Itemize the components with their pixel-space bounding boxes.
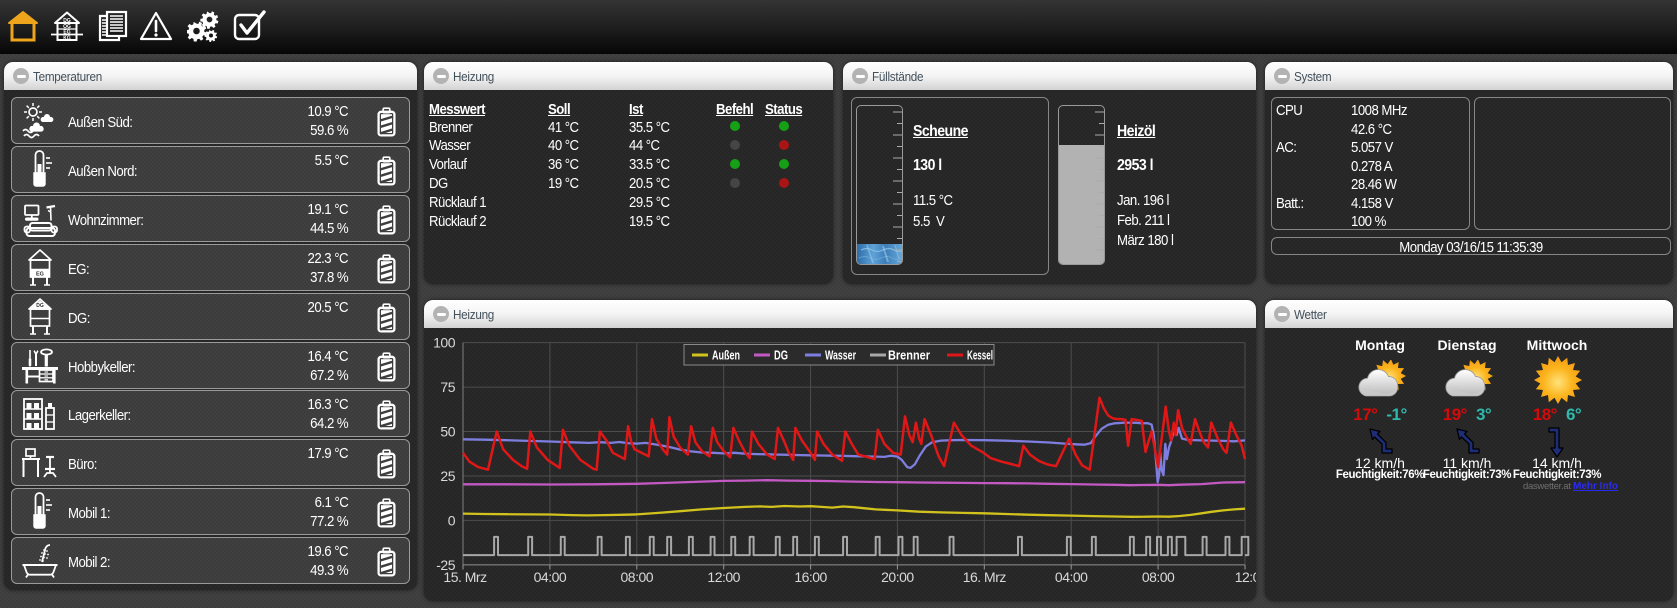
svg-text:20:00: 20:00 xyxy=(881,569,914,585)
svg-text:EG: EG xyxy=(63,30,70,36)
svg-text:EG: EG xyxy=(36,271,44,277)
svg-text:0: 0 xyxy=(448,512,456,528)
svg-text:08:00: 08:00 xyxy=(1142,569,1175,585)
svg-text:08:00: 08:00 xyxy=(621,569,654,585)
svg-text:Brenner: Brenner xyxy=(888,349,930,363)
svg-text:75: 75 xyxy=(440,379,455,395)
svg-text:DG: DG xyxy=(63,18,71,24)
svg-text:16:00: 16:00 xyxy=(794,569,827,585)
svg-text:Kessel: Kessel xyxy=(967,349,993,363)
svg-text:04:00: 04:00 xyxy=(1055,569,1088,585)
svg-text:12:00: 12:00 xyxy=(1235,569,1256,585)
svg-text:KG: KG xyxy=(63,36,71,42)
svg-text:12:00: 12:00 xyxy=(707,569,740,585)
svg-text:16. Mrz: 16. Mrz xyxy=(963,569,1007,585)
svg-text:DG: DG xyxy=(774,349,788,363)
svg-text:OG: OG xyxy=(63,24,71,30)
svg-text:Wasser: Wasser xyxy=(825,349,856,363)
svg-text:100: 100 xyxy=(433,335,456,351)
svg-text:Außen: Außen xyxy=(712,349,740,363)
svg-text:04:00: 04:00 xyxy=(534,569,567,585)
svg-text:DG: DG xyxy=(36,303,44,309)
svg-text:-25: -25 xyxy=(436,557,455,573)
svg-text:50: 50 xyxy=(440,424,455,440)
svg-text:15. Mrz: 15. Mrz xyxy=(443,569,487,585)
svg-text:25: 25 xyxy=(440,468,455,484)
